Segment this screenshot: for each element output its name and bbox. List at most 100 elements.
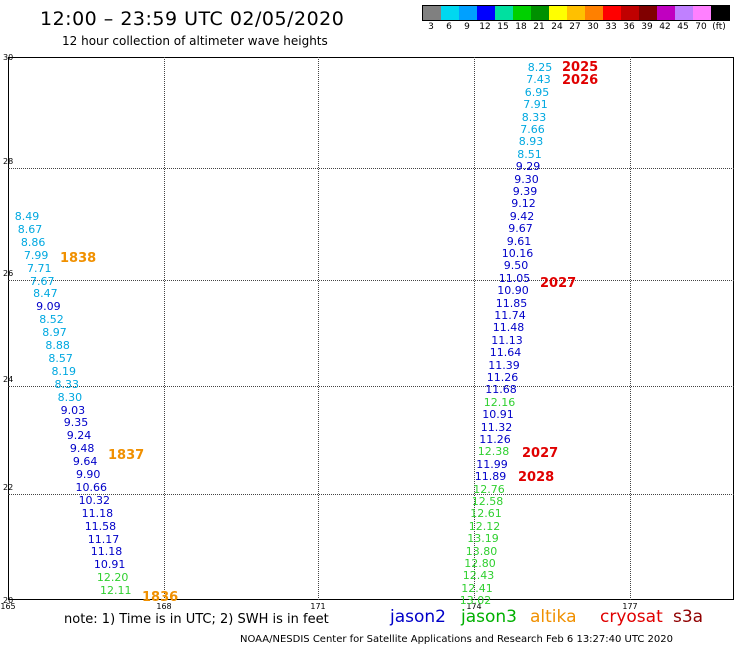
- latitude-label: 28: [3, 157, 14, 166]
- wave-height-value: 12.20: [96, 571, 129, 585]
- wave-height-value: 12.12: [468, 519, 501, 533]
- latitude-gridline: [8, 280, 734, 281]
- wave-height-value: 8.52: [39, 313, 64, 327]
- wave-height-value: 13.19: [467, 532, 499, 546]
- color-scale-label: 15: [497, 22, 509, 32]
- wave-height-value: 12.58: [471, 495, 504, 508]
- wave-height-value: 10.32: [78, 493, 111, 507]
- color-scale-label: (ft): [712, 22, 726, 32]
- wave-height-value: 9.90: [75, 468, 101, 481]
- wave-height-value: 10.91: [93, 558, 126, 572]
- wave-height-value: 7.91: [523, 98, 548, 112]
- map-plot-area: [8, 57, 734, 600]
- page-subtitle: 12 hour collection of altimeter wave hei…: [62, 34, 328, 48]
- latitude-label: 24: [3, 375, 14, 384]
- wave-height-value: 8.57: [48, 351, 73, 365]
- wave-height-value: 11.26: [479, 433, 511, 446]
- color-swatch: [585, 6, 603, 20]
- wave-height-value: 7.71: [26, 261, 52, 275]
- wave-height-value: 12.61: [470, 507, 502, 521]
- wave-height-value: 11.68: [485, 383, 517, 397]
- wave-height-value: 12.11: [99, 584, 132, 598]
- wave-height-value: 9.42: [509, 209, 535, 223]
- wave-height-value: 13.02: [459, 594, 492, 608]
- wave-height-value: 8.51: [517, 147, 542, 161]
- wave-height-value: 8.49: [14, 210, 40, 223]
- latitude-gridline: [8, 168, 734, 169]
- longitude-label: 174: [466, 602, 482, 611]
- latitude-label: 30: [3, 53, 14, 62]
- pass-time-marker: 2025: [562, 60, 599, 75]
- color-scale-label: 42: [659, 22, 671, 32]
- credit-line: NOAA/NESDIS Center for Satellite Applica…: [240, 634, 673, 645]
- latitude-gridline: [8, 494, 734, 495]
- wave-height-value: 12.43: [462, 569, 495, 583]
- color-swatch: [693, 6, 711, 20]
- wave-height-value: 12.41: [461, 581, 493, 595]
- wave-height-value: 11.18: [90, 545, 123, 559]
- wave-height-value: 12.16: [483, 395, 516, 409]
- latitude-label: 20: [3, 596, 14, 605]
- satellite-legend-entry: s3a: [673, 607, 704, 627]
- color-swatch: [441, 6, 459, 20]
- longitude-gridline: [474, 57, 475, 600]
- units-note: note: 1) Time is in UTC; 2) SWH is in fe…: [64, 612, 329, 627]
- color-swatch: [711, 6, 729, 20]
- wave-height-value: 9.30: [514, 172, 539, 186]
- satellite-legend-entry: altika: [530, 607, 577, 627]
- wave-height-value: 7.66: [520, 123, 545, 136]
- color-swatch: [531, 6, 549, 20]
- color-scale-label: 9: [464, 22, 470, 32]
- color-swatch: [675, 6, 693, 20]
- wave-height-value: 6.95: [524, 85, 550, 99]
- longitude-label: 171: [310, 602, 326, 611]
- color-swatch: [477, 6, 495, 20]
- color-scale-label: 27: [569, 22, 581, 32]
- color-scale-label: 3: [428, 22, 434, 32]
- color-swatch: [495, 6, 513, 20]
- wave-height-value: 8.47: [33, 287, 58, 301]
- color-scale-label: 39: [641, 22, 653, 32]
- wave-height-value: 10.66: [75, 480, 108, 494]
- wave-height-value: 11.99: [476, 457, 508, 471]
- wave-height-value: 7.43: [526, 73, 551, 87]
- wave-height-value: 8.67: [17, 222, 43, 236]
- wave-height-value: 9.29: [515, 160, 541, 174]
- color-scale-label: 33: [605, 22, 617, 32]
- wave-height-value: 9.24: [66, 429, 92, 443]
- satellite-legend-entry: jason3: [461, 607, 517, 627]
- color-swatch: [567, 6, 585, 20]
- wave-height-value: 11.58: [84, 519, 117, 533]
- pass-time-marker: 1838: [60, 251, 97, 266]
- wave-height-value: 9.67: [508, 222, 533, 236]
- color-scale-label: 45: [677, 22, 689, 32]
- latitude-label: 22: [3, 483, 14, 492]
- wave-height-value: 9.64: [72, 455, 98, 469]
- wave-height-value: 11.64: [489, 346, 522, 360]
- wave-height-value: 9.09: [36, 300, 61, 314]
- wave-height-value: 8.86: [20, 235, 46, 249]
- wave-height-value: 11.26: [486, 371, 519, 384]
- wave-height-value: 8.97: [42, 326, 67, 340]
- color-scale-label: 24: [551, 22, 563, 32]
- wave-height-value: 13.80: [465, 544, 498, 558]
- wave-height-value: 12.38: [477, 445, 510, 459]
- wave-height-value: 12.76: [473, 482, 505, 496]
- longitude-gridline: [630, 57, 631, 600]
- color-scale-label: 18: [515, 22, 527, 32]
- color-swatch: [621, 6, 639, 20]
- pass-time-marker: 1836: [142, 590, 179, 605]
- wave-height-value: 11.13: [491, 333, 523, 347]
- wave-height-value: 8.19: [51, 364, 76, 378]
- wave-height-value: 9.39: [512, 185, 538, 198]
- color-swatch: [657, 6, 675, 20]
- wave-height-value: 10.16: [501, 247, 534, 260]
- longitude-label: 165: [0, 602, 16, 611]
- color-swatch: [603, 6, 621, 20]
- color-scale-label: 21: [533, 22, 545, 32]
- wave-height-value: 11.74: [494, 309, 526, 322]
- color-swatch: [423, 6, 441, 20]
- pass-time-marker: 2026: [562, 73, 599, 88]
- wave-height-value: 9.48: [69, 442, 95, 456]
- wave-height-value: 8.30: [57, 390, 83, 404]
